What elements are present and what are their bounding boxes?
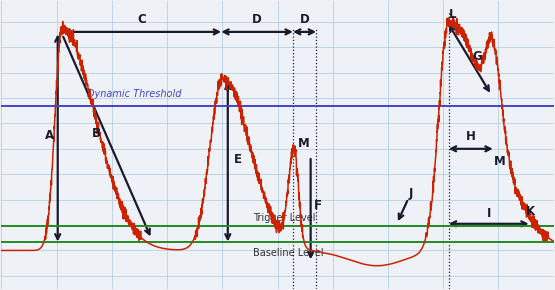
Text: G: G — [472, 50, 482, 63]
Text: Baseline Level: Baseline Level — [253, 248, 323, 258]
Text: F: F — [314, 199, 322, 212]
Text: M: M — [298, 137, 310, 150]
Text: H: H — [466, 130, 476, 143]
Text: J: J — [409, 187, 413, 200]
Text: Dynamic Threshold: Dynamic Threshold — [87, 89, 181, 99]
Text: B: B — [92, 127, 101, 140]
Text: D: D — [300, 13, 310, 26]
Text: I: I — [487, 207, 491, 220]
Text: E: E — [234, 153, 242, 166]
Text: Trigger Level: Trigger Level — [253, 213, 315, 223]
Text: A: A — [46, 129, 54, 142]
Text: C: C — [137, 13, 146, 26]
Text: L: L — [449, 8, 456, 21]
Text: M: M — [493, 155, 506, 168]
Text: K: K — [526, 204, 535, 218]
Text: D: D — [252, 13, 262, 26]
